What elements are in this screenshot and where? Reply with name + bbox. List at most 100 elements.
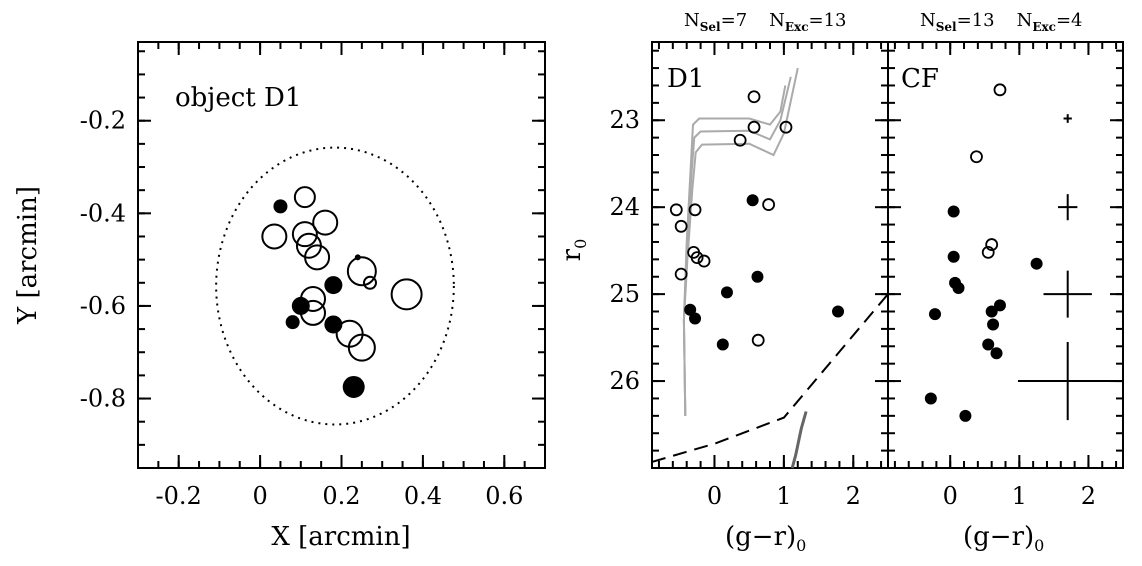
- cf-n-sel-label: N: [920, 10, 936, 31]
- open-star-marker: [669, 203, 683, 217]
- spatial-panel-label: object D1: [175, 83, 301, 113]
- cmd-cf-tick-labels: 0 1 2: [943, 482, 1097, 510]
- cf-n-exc-subscript: Exc: [1032, 20, 1056, 34]
- cmd-cf-x-label: (g−r)0: [963, 522, 1044, 555]
- cmd-d1-points: [669, 90, 845, 351]
- open-star-marker: [747, 90, 761, 104]
- x-tick-label: 2: [846, 482, 861, 510]
- open-star-marker: [347, 333, 376, 362]
- x-tick-label: 0: [943, 482, 958, 510]
- cmd-cf-error-bars: [1017, 114, 1118, 421]
- open-star-marker: [390, 278, 423, 311]
- y-tick-label: -0.2: [80, 107, 126, 135]
- n-exc-subscript: Exc: [785, 20, 809, 34]
- filled-star-marker: [342, 375, 365, 398]
- open-star-marker: [688, 203, 702, 217]
- cmd-cf-header: NSel=13 NExc=4: [920, 10, 1083, 34]
- x-tick-label: 0: [707, 482, 722, 510]
- x-tick-label: 1: [776, 482, 791, 510]
- filled-star-marker: [716, 338, 729, 351]
- cf-n-exc-label: N: [1017, 10, 1033, 31]
- cmd-y-label-main: r: [557, 248, 587, 261]
- cmd-d1-header: NSel=7 NExc=13: [684, 10, 847, 34]
- open-star-marker: [985, 238, 999, 251]
- open-star-marker: [762, 198, 776, 211]
- open-star-marker: [312, 209, 339, 236]
- spatial-tick-labels: -0.2 0 0.2 0.4 0.6 -0.2 -0.4 -0.6 -0.8: [80, 107, 524, 510]
- filled-star-marker: [354, 254, 361, 261]
- filled-star-marker: [952, 282, 965, 295]
- cmd-d1-x-label-main: (g−r): [725, 522, 796, 552]
- open-star-marker: [293, 186, 316, 209]
- cmd-d1-panel-label: D1: [667, 64, 704, 94]
- open-star-marker: [304, 244, 331, 271]
- cmd-cf-x-label-main: (g−r): [963, 522, 1034, 552]
- open-star-marker: [261, 223, 288, 250]
- cmd-d1-tick-labels: 0 1 2 23 24 25 26: [609, 106, 860, 510]
- spatial-x-label: X [arcmin]: [271, 522, 410, 552]
- filled-star-marker: [987, 318, 1000, 331]
- rgb-segment: [790, 411, 808, 469]
- filled-star-marker: [993, 299, 1006, 312]
- x-tick-label: 0.4: [404, 482, 442, 510]
- filled-star-marker: [324, 276, 343, 295]
- open-star-marker: [690, 251, 704, 265]
- filled-star-marker: [324, 315, 343, 334]
- cmd-cf-frame: [887, 41, 1124, 469]
- cmd-cf-x-label-sub: 0: [1034, 536, 1044, 555]
- cmd-y-label-sub: 0: [571, 239, 590, 249]
- cmd-cf-ticks: [888, 42, 1123, 468]
- filled-star-marker: [285, 315, 300, 330]
- filled-star-marker: [689, 312, 702, 325]
- n-exc-label: N: [769, 10, 785, 31]
- y-tick-label: -0.8: [80, 385, 126, 413]
- selection-ellipse: [215, 146, 455, 426]
- x-tick-label: 0.6: [485, 482, 523, 510]
- cmd-y-label: r0: [557, 239, 590, 262]
- open-star-marker: [981, 245, 995, 259]
- open-star-marker: [674, 267, 688, 281]
- filled-star-marker: [720, 286, 733, 299]
- filled-star-marker: [929, 308, 941, 321]
- open-star-marker: [697, 254, 711, 268]
- spatial-ticks: [138, 42, 545, 468]
- cf-n-sel-subscript: Sel: [936, 20, 957, 34]
- filled-star-marker: [982, 338, 995, 351]
- spatial-y-label: Y [arcmin]: [13, 186, 43, 325]
- open-star-marker: [970, 150, 983, 164]
- n-sel-value: =7: [721, 10, 748, 31]
- n-exc-value: =13: [809, 10, 847, 31]
- x-tick-label: 2: [1081, 482, 1096, 510]
- open-star-marker: [733, 133, 747, 147]
- filled-star-marker: [291, 296, 310, 315]
- spatial-panel: -0.2 0 0.2 0.4 0.6 -0.2 -0.4 -0.6 -0.8 object D1…: [13, 41, 546, 552]
- filled-star-marker: [751, 270, 764, 283]
- cmd-cf-points: [924, 83, 1043, 422]
- filled-star-marker: [1030, 257, 1043, 270]
- open-star-marker: [747, 120, 761, 134]
- x-tick-label: 0.2: [322, 482, 360, 510]
- cmd-d1-ticks: [652, 42, 888, 468]
- filled-star-marker: [985, 305, 998, 318]
- filled-star-marker: [746, 194, 759, 207]
- open-star-marker: [291, 221, 318, 248]
- filled-star-marker: [947, 250, 960, 263]
- isochrone-line: [682, 76, 792, 416]
- filled-star-marker: [947, 205, 960, 218]
- completeness-dashed-line: [651, 293, 889, 463]
- y-tick-label: 25: [609, 280, 640, 308]
- filled-star-marker: [832, 305, 845, 318]
- y-tick-label: 23: [609, 106, 640, 134]
- cmd-d1-lines: [651, 67, 889, 469]
- open-star-marker: [346, 256, 377, 287]
- spatial-points: [261, 186, 423, 398]
- y-tick-label: -0.4: [80, 199, 126, 227]
- cf-n-sel-value: =13: [957, 10, 995, 31]
- cmd-cf-panel-label: CF: [901, 64, 939, 94]
- y-tick-label: 26: [609, 367, 640, 395]
- cmd-d1-x-label-sub: 0: [796, 536, 806, 555]
- x-tick-label: 1: [1012, 482, 1027, 510]
- isochrone-line: [682, 67, 799, 416]
